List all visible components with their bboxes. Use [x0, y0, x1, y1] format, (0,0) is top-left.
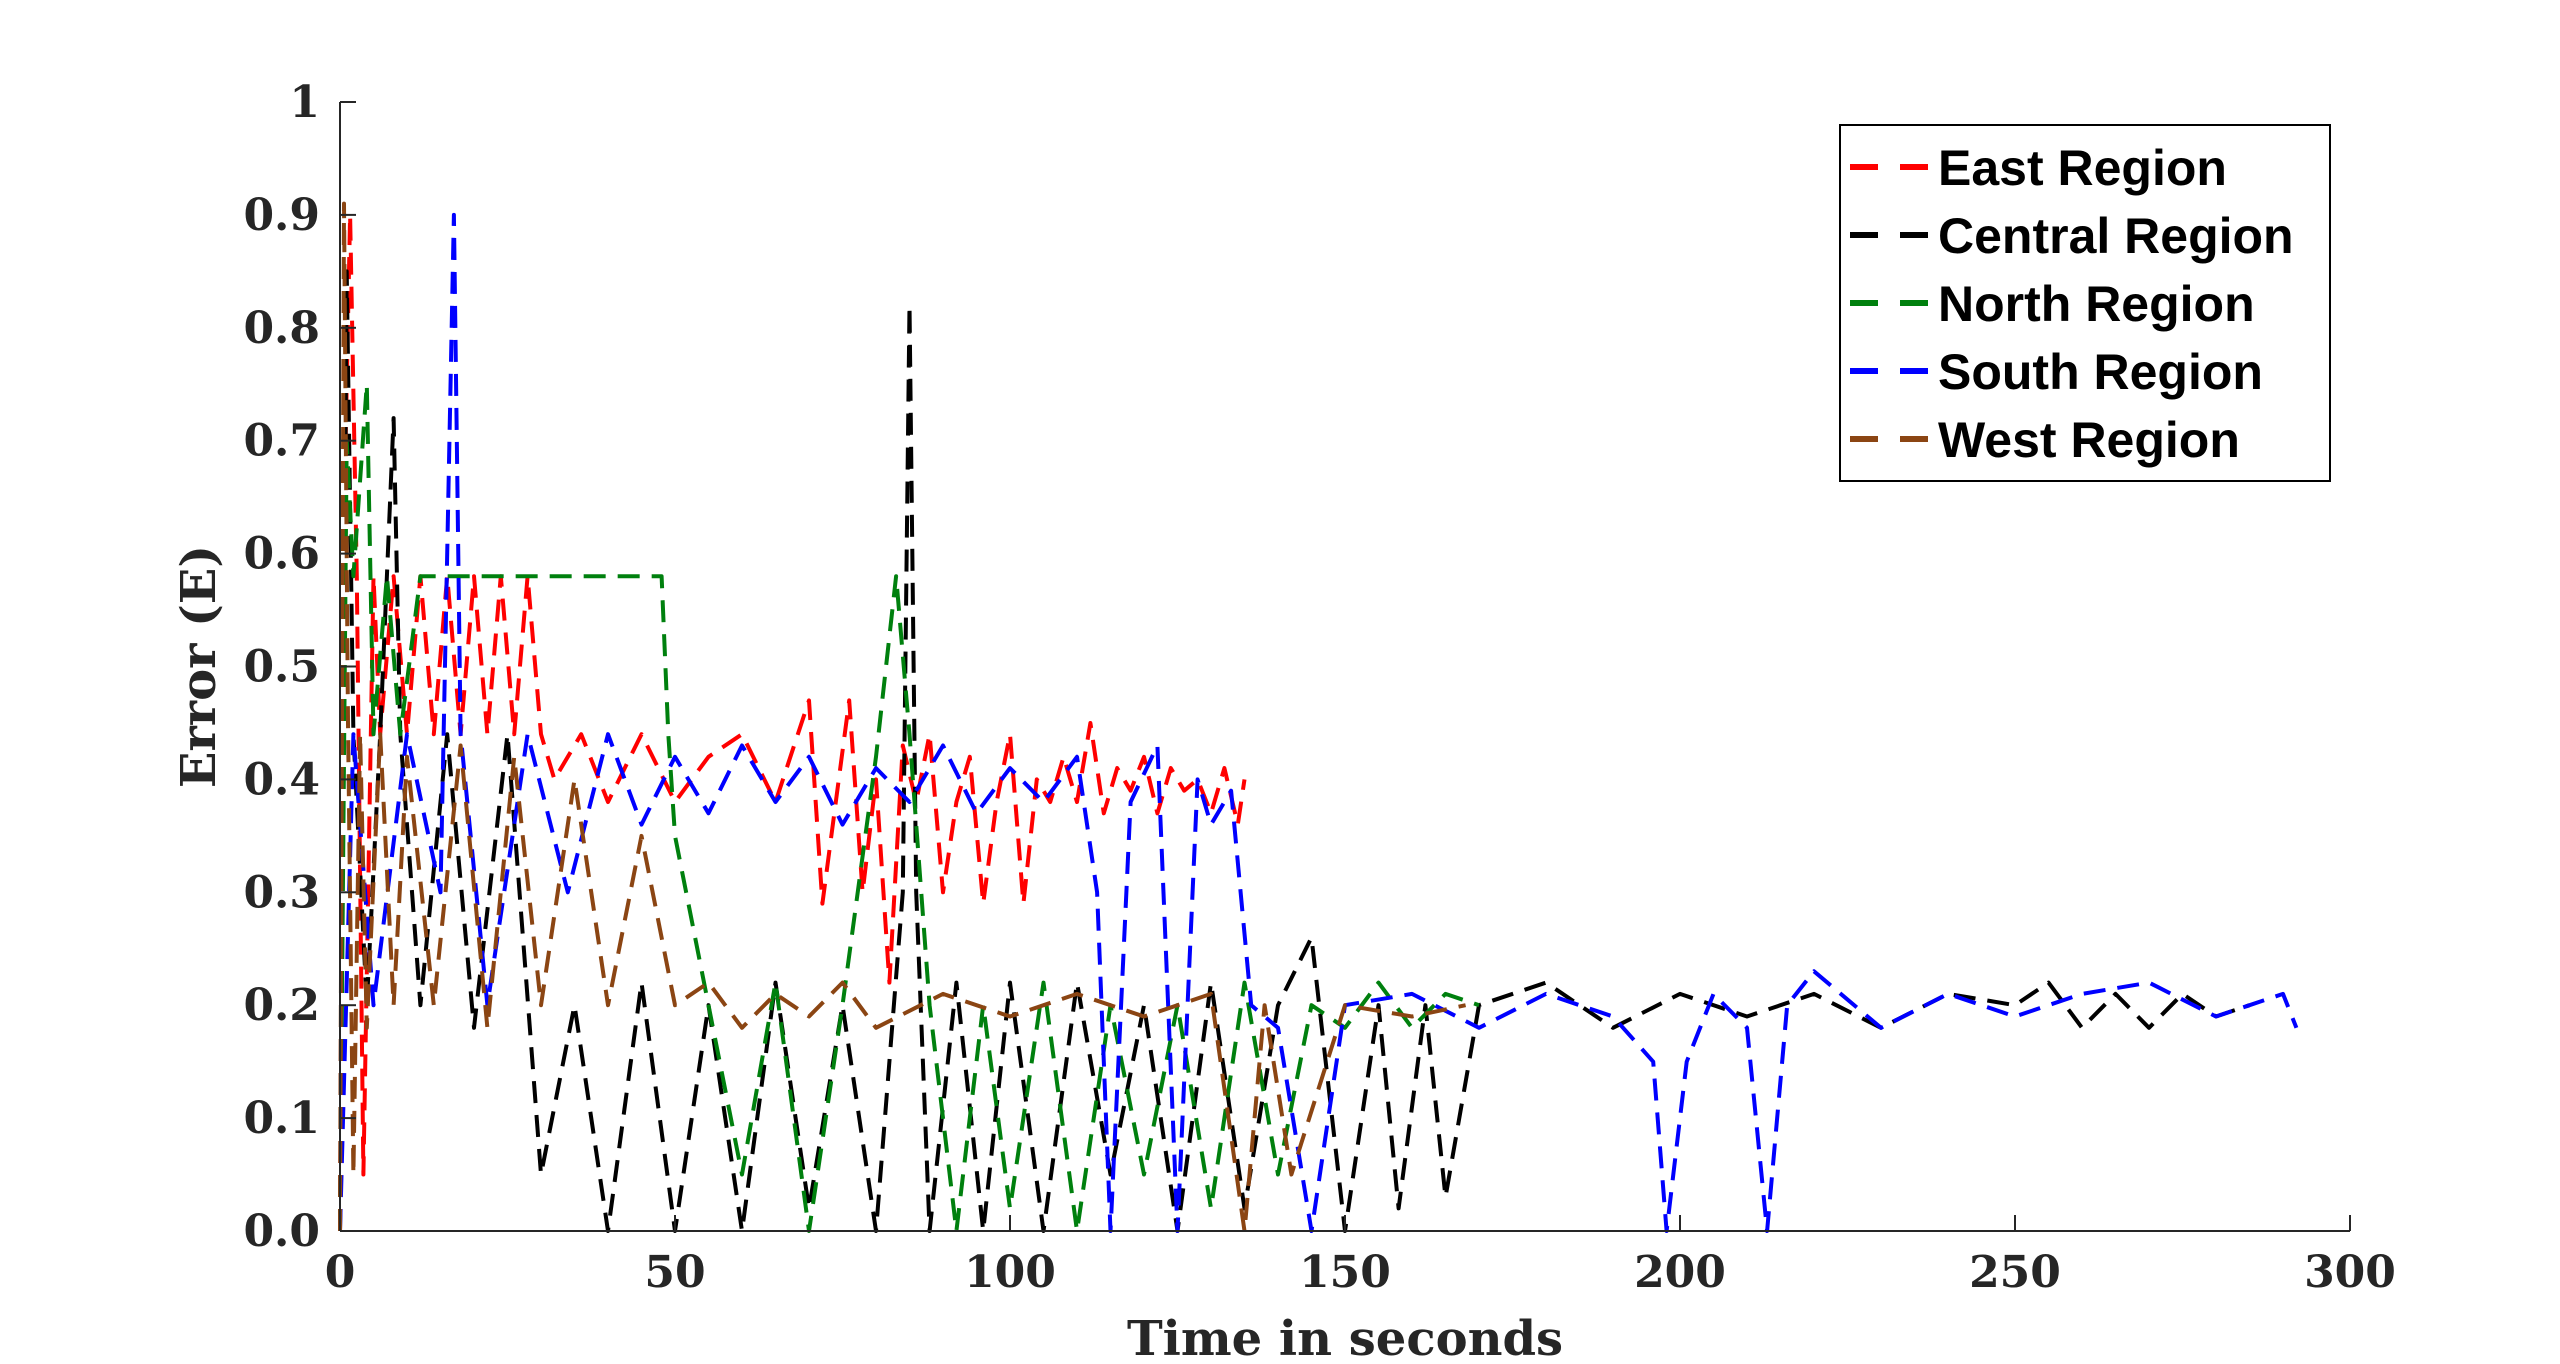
y-tick-label: 0.9: [243, 190, 320, 241]
legend-label: East Region: [1938, 140, 2227, 196]
y-tick-label: 0.4: [243, 754, 320, 805]
legend-label: Central Region: [1938, 208, 2294, 264]
y-tick-label: 0.5: [243, 642, 320, 693]
x-tick-label: 250: [1969, 1247, 2061, 1298]
series-line-south-region: [338, 212, 2299, 1233]
y-tick-label: 0.7: [243, 416, 320, 467]
x-tick-label: 50: [644, 1247, 705, 1298]
legend-label: West Region: [1938, 412, 2240, 468]
x-tick-label: 150: [1299, 1247, 1391, 1298]
y-axis-title: Error (E): [171, 545, 227, 788]
plot-area: 0 50 100 150 200 250 300 0.0 0.1 0.2 0.3 0.4 0.5 0.6…: [243, 77, 2395, 1298]
y-tick-label: 0.0: [243, 1206, 320, 1257]
y-tick-label: 1: [289, 77, 320, 128]
y-ticks: 0.0 0.1 0.2 0.3 0.4 0.5 0.6 0.7 0.8 0.9 1: [243, 77, 356, 1257]
y-tick-label: 0.6: [243, 529, 320, 580]
series-line-east-region: [338, 212, 1247, 1232]
x-tick-label: 200: [1634, 1247, 1726, 1298]
y-tick-label: 0.8: [243, 303, 320, 354]
x-tick-label: 100: [964, 1247, 1056, 1298]
x-tick-label: 0: [325, 1247, 356, 1298]
y-tick-label: 0.1: [243, 1093, 320, 1144]
legend-label: North Region: [1938, 276, 2255, 332]
x-tick-label: 300: [2304, 1247, 2396, 1298]
series-line-north-region: [338, 382, 1480, 1233]
legend: East Region Central Region North Region Sou…: [1839, 124, 2331, 482]
x-ticks: 0 50 100 150 200 250 300: [325, 1215, 2396, 1298]
y-tick-label: 0.2: [243, 980, 320, 1031]
series-line-west-region: [338, 201, 1467, 1233]
legend-entries: East Region Central Region North Region Sou…: [1850, 140, 2294, 468]
x-axis-title: Time in seconds: [1127, 1311, 1563, 1364]
y-tick-label: 0.3: [243, 867, 320, 918]
legend-label: South Region: [1938, 344, 2263, 400]
